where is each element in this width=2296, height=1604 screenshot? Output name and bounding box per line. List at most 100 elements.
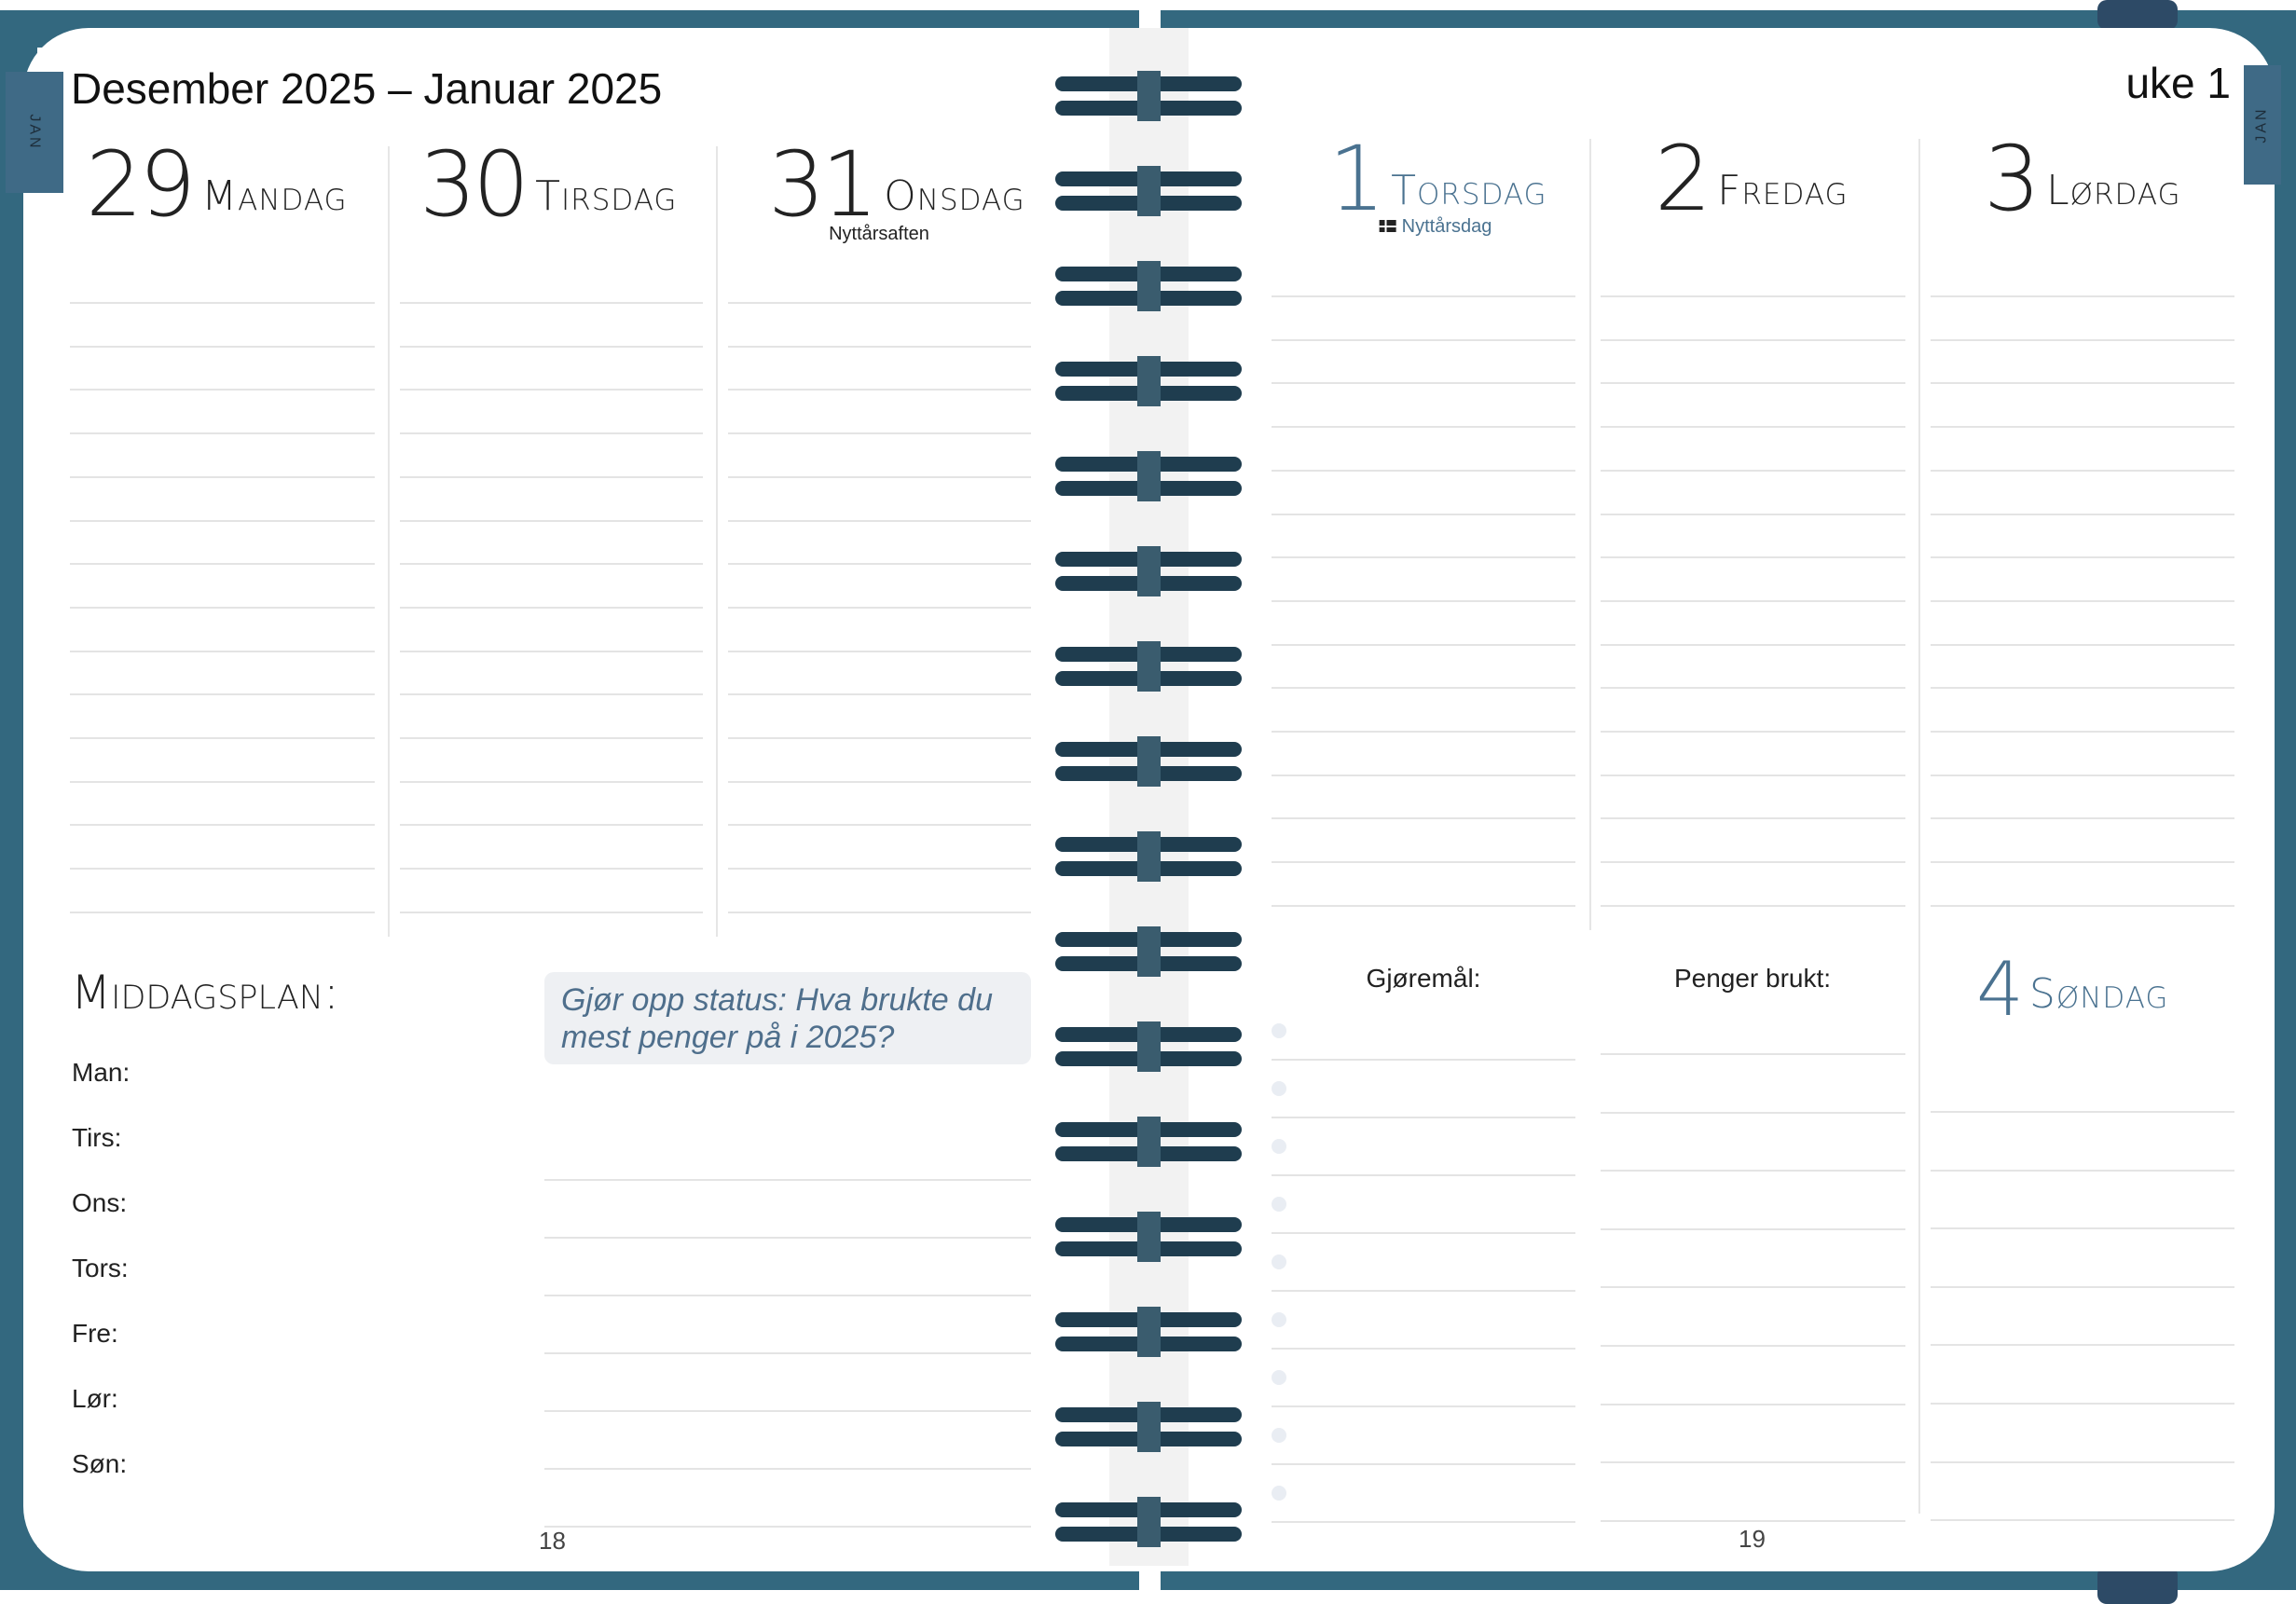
day-name: Tirsdag bbox=[535, 172, 678, 220]
day-name: Lørdag bbox=[2046, 167, 2181, 214]
ruled-line bbox=[728, 737, 1031, 739]
ruled-line bbox=[70, 389, 375, 391]
ruled-line bbox=[1601, 643, 1905, 646]
ruled-line bbox=[1601, 513, 1905, 515]
day-header-onsdag: 31 Onsdag bbox=[768, 140, 1025, 229]
dinner-day-label: Ons: bbox=[72, 1188, 128, 1217]
month-tab-right[interactable]: JAN bbox=[2244, 65, 2281, 185]
ruled-line bbox=[1601, 1519, 1905, 1522]
day-header-lordag: 3 Lørdag bbox=[1984, 134, 2181, 224]
ruled-line bbox=[70, 911, 375, 913]
day-number: 4 bbox=[1976, 946, 2024, 1033]
checkbox-dot[interactable] bbox=[1272, 1254, 1286, 1269]
ruled-line bbox=[1931, 861, 2234, 864]
dinner-day-label: Fre: bbox=[72, 1319, 118, 1348]
ruled-line bbox=[1272, 904, 1575, 907]
ruled-line bbox=[1601, 687, 1905, 690]
spiral-ring-clip bbox=[1137, 926, 1161, 977]
ruled-line bbox=[728, 824, 1031, 827]
ruled-line bbox=[1931, 469, 2234, 472]
ruled-line bbox=[1601, 426, 1905, 429]
day-header-torsdag: 1 Torsdag bbox=[1328, 134, 1547, 224]
day-name: Fredag bbox=[1717, 167, 1849, 214]
month-tab-label: JAN bbox=[2253, 106, 2270, 144]
ruled-line bbox=[1931, 556, 2234, 559]
ruled-line bbox=[400, 563, 703, 566]
ruled-line bbox=[1272, 426, 1575, 429]
checkbox-dot[interactable] bbox=[1272, 1312, 1286, 1327]
page-number-left: 18 bbox=[539, 1527, 566, 1555]
day-number: 1 bbox=[1328, 127, 1385, 231]
column-divider bbox=[1589, 139, 1591, 930]
spiral-ring-clip bbox=[1137, 1497, 1161, 1547]
ruled-line bbox=[400, 519, 703, 522]
ruled-line bbox=[1272, 1290, 1575, 1292]
ruled-line bbox=[70, 345, 375, 348]
ruled-line bbox=[728, 868, 1031, 871]
ruled-line bbox=[1272, 556, 1575, 559]
ruled-line bbox=[70, 824, 375, 827]
checkbox-dot[interactable] bbox=[1272, 1428, 1286, 1443]
ruled-line bbox=[728, 519, 1031, 522]
day-number: 31 bbox=[768, 132, 878, 237]
ruled-line bbox=[1272, 1232, 1575, 1234]
checkbox-dot[interactable] bbox=[1272, 1486, 1286, 1501]
day-header-tirsdag: 30 Tirsdag bbox=[419, 140, 677, 229]
ruled-line bbox=[70, 432, 375, 435]
week-number: uke 1 bbox=[2125, 59, 2231, 107]
dinner-day-label: Søn: bbox=[72, 1449, 128, 1478]
ruled-line bbox=[1272, 599, 1575, 602]
ruled-line bbox=[1272, 382, 1575, 385]
ruled-line bbox=[70, 780, 375, 783]
ruled-line bbox=[544, 1295, 1031, 1296]
checkbox-dot[interactable] bbox=[1272, 1139, 1286, 1154]
ruled-line bbox=[1601, 861, 1905, 864]
ruled-line bbox=[1931, 687, 2234, 690]
spiral-ring-clip bbox=[1137, 1402, 1161, 1452]
spiral-ring-clip bbox=[1137, 641, 1161, 692]
ruled-line bbox=[1931, 426, 2234, 429]
day-number: 30 bbox=[419, 132, 529, 237]
ruled-line bbox=[1601, 817, 1905, 820]
ruled-line bbox=[1931, 904, 2234, 907]
checkbox-dot[interactable] bbox=[1272, 1197, 1286, 1212]
holiday-label: Nyttårsdag bbox=[1379, 216, 1492, 238]
checkbox-dot[interactable] bbox=[1272, 1081, 1286, 1096]
ruled-line bbox=[1272, 774, 1575, 776]
ruled-line bbox=[728, 302, 1031, 304]
ruled-line bbox=[728, 563, 1031, 566]
dinner-day-label: Lør: bbox=[72, 1384, 118, 1413]
checkbox-dot[interactable] bbox=[1272, 1370, 1286, 1385]
month-tab-left[interactable]: JAN bbox=[6, 72, 63, 193]
spiral-ring-clip bbox=[1137, 261, 1161, 311]
ruled-line bbox=[1272, 1059, 1575, 1061]
ruled-line bbox=[1601, 295, 1905, 297]
bookmark-ribbon-bottom[interactable] bbox=[2097, 1566, 2178, 1604]
ruled-line bbox=[70, 606, 375, 609]
ruled-line bbox=[1272, 731, 1575, 733]
bookmark-ribbon-top[interactable] bbox=[2097, 0, 2178, 30]
day-number: 2 bbox=[1655, 127, 1712, 231]
column-divider bbox=[1918, 139, 1920, 1514]
ruled-line bbox=[1272, 1405, 1575, 1407]
ruled-line bbox=[1601, 1345, 1905, 1347]
day-name: Torsdag bbox=[1391, 167, 1547, 214]
spiral-ring-clip bbox=[1137, 71, 1161, 121]
ruled-line bbox=[1272, 643, 1575, 646]
ruled-line bbox=[1601, 1170, 1905, 1172]
ruled-line bbox=[1601, 556, 1905, 559]
checkbox-dot[interactable] bbox=[1272, 1023, 1286, 1038]
ruled-line bbox=[1601, 469, 1905, 472]
ruled-line bbox=[400, 868, 703, 871]
ruled-line bbox=[1272, 687, 1575, 690]
ruled-line bbox=[1601, 338, 1905, 341]
holiday-label: Nyttårsaften bbox=[829, 224, 929, 244]
ruled-line bbox=[1272, 295, 1575, 297]
ruled-line bbox=[1931, 817, 2234, 820]
ruled-line bbox=[544, 1410, 1031, 1412]
ruled-line bbox=[400, 911, 703, 913]
ruled-line bbox=[728, 389, 1031, 391]
ruled-line bbox=[1601, 599, 1905, 602]
ruled-line bbox=[1931, 731, 2234, 733]
ruled-line bbox=[728, 475, 1031, 478]
